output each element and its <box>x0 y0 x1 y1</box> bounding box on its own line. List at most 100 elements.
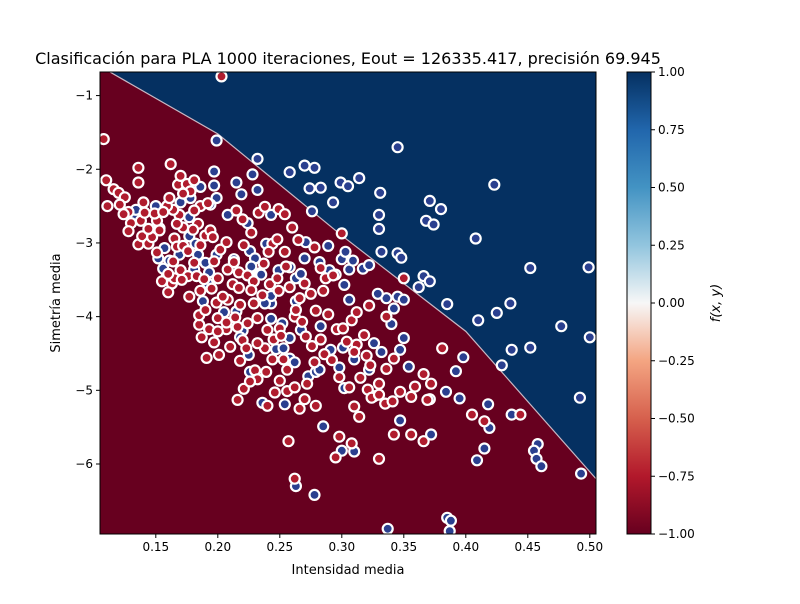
point-series1-2 <box>101 200 114 213</box>
point-series1-123 <box>405 428 418 441</box>
point-series1-197 <box>150 246 164 259</box>
point-series1-193 <box>153 224 166 237</box>
point-series1-157 <box>380 362 393 375</box>
point-series0-30 <box>395 251 408 264</box>
point-series1-154 <box>348 400 361 413</box>
point-series1-212 <box>478 415 491 428</box>
point-series0-19 <box>353 172 366 185</box>
point-series1-158 <box>387 352 400 365</box>
point-series1-214 <box>421 393 434 406</box>
point-series1-190 <box>186 223 200 236</box>
point-series0-97 <box>375 345 388 359</box>
point-series0-21 <box>391 141 404 154</box>
point-series1-91 <box>236 213 249 226</box>
point-series1-199 <box>162 267 175 280</box>
point-series1-156 <box>372 377 386 390</box>
x-tick-label-1: 0.20 <box>204 540 231 554</box>
point-series0-37 <box>423 275 436 288</box>
point-series1-163 <box>364 359 377 372</box>
x-axis-ticks: 0.15 0.20 0.25 0.30 0.35 0.40 0.45 0.50 <box>142 534 603 554</box>
point-series1-52 <box>183 290 196 303</box>
point-series0-6 <box>235 188 248 201</box>
point-series0-43 <box>524 261 537 275</box>
point-series1-0 <box>100 133 110 146</box>
point-series1-168 <box>305 340 319 353</box>
point-series0-50 <box>457 351 470 364</box>
point-series1-104 <box>309 304 322 317</box>
y-tick-label-5: −6 <box>75 457 93 471</box>
point-series0-67 <box>443 525 456 534</box>
point-series0-129 <box>255 268 268 281</box>
point-series1-196 <box>137 196 150 209</box>
point-series1-192 <box>170 217 183 230</box>
point-series0-49 <box>495 359 508 372</box>
point-series1-99 <box>308 241 321 254</box>
point-series1-169 <box>314 333 327 346</box>
point-series1-188 <box>237 239 250 252</box>
point-series0-42 <box>504 297 517 310</box>
colorbar-tick-label-4: 0.00 <box>658 296 685 310</box>
point-series1-146 <box>281 363 294 376</box>
point-series0-22 <box>374 186 387 199</box>
point-series0-71 <box>402 360 415 373</box>
point-series0-74 <box>394 414 407 427</box>
point-series1-137 <box>234 354 247 367</box>
point-series1-92 <box>245 226 258 239</box>
point-series1-102 <box>327 269 340 282</box>
point-series1-203 <box>224 340 237 353</box>
point-series0-39 <box>441 298 454 311</box>
point-series1-3 <box>100 174 113 187</box>
x-tick-label-0: 0.15 <box>142 540 169 554</box>
point-series1-201 <box>199 303 212 317</box>
point-series1-151 <box>325 354 338 367</box>
point-series1-24 <box>174 169 187 182</box>
point-series0-104 <box>397 293 410 306</box>
point-series1-72 <box>208 336 221 349</box>
point-series1-71 <box>212 348 226 361</box>
point-series0-15 <box>308 161 321 174</box>
point-series1-183 <box>216 290 229 303</box>
point-series1-172 <box>348 345 361 359</box>
point-series0-102 <box>387 302 400 315</box>
point-series1-50 <box>205 282 218 295</box>
point-series1-175 <box>274 329 288 342</box>
point-series0-124 <box>265 312 278 325</box>
point-series1-27 <box>188 174 201 187</box>
point-series1-117 <box>386 395 399 408</box>
point-series1-132 <box>293 402 306 415</box>
point-series1-180 <box>240 342 253 355</box>
point-series0-52 <box>453 392 466 405</box>
point-series1-145 <box>273 374 286 387</box>
x-tick-label-6: 0.45 <box>514 540 541 554</box>
point-series1-94 <box>258 200 271 213</box>
point-series0-128 <box>314 320 327 333</box>
point-series1-84 <box>279 260 293 273</box>
point-series0-41 <box>490 306 503 319</box>
point-series1-47 <box>188 256 201 269</box>
point-series1-29 <box>201 197 214 210</box>
scatter-points <box>100 72 596 534</box>
x-tick-label-4: 0.35 <box>390 540 417 554</box>
point-series1-208 <box>298 277 311 290</box>
point-series1-134 <box>268 386 281 399</box>
point-series0-77 <box>317 420 330 433</box>
point-series1-185 <box>214 243 227 256</box>
point-series1-51 <box>194 284 207 297</box>
point-series0-34 <box>427 218 440 231</box>
point-series1-77 <box>251 312 264 325</box>
x-tick-label-3: 0.30 <box>328 540 355 554</box>
point-series1-149 <box>308 356 321 369</box>
point-series0-31 <box>423 194 436 207</box>
point-series0-45 <box>555 320 568 333</box>
point-series1-43 <box>181 245 195 258</box>
colorbar-tick-label-3: 0.25 <box>658 238 685 252</box>
point-series1-205 <box>245 284 258 297</box>
point-series0-5 <box>246 168 259 181</box>
point-series1-171 <box>340 335 353 348</box>
point-series0-27 <box>372 222 386 235</box>
point-series1-38 <box>163 191 176 205</box>
point-series0-40 <box>472 314 485 327</box>
point-series1-96 <box>278 208 291 221</box>
colorbar-tick-label-1: 0.75 <box>658 123 685 137</box>
